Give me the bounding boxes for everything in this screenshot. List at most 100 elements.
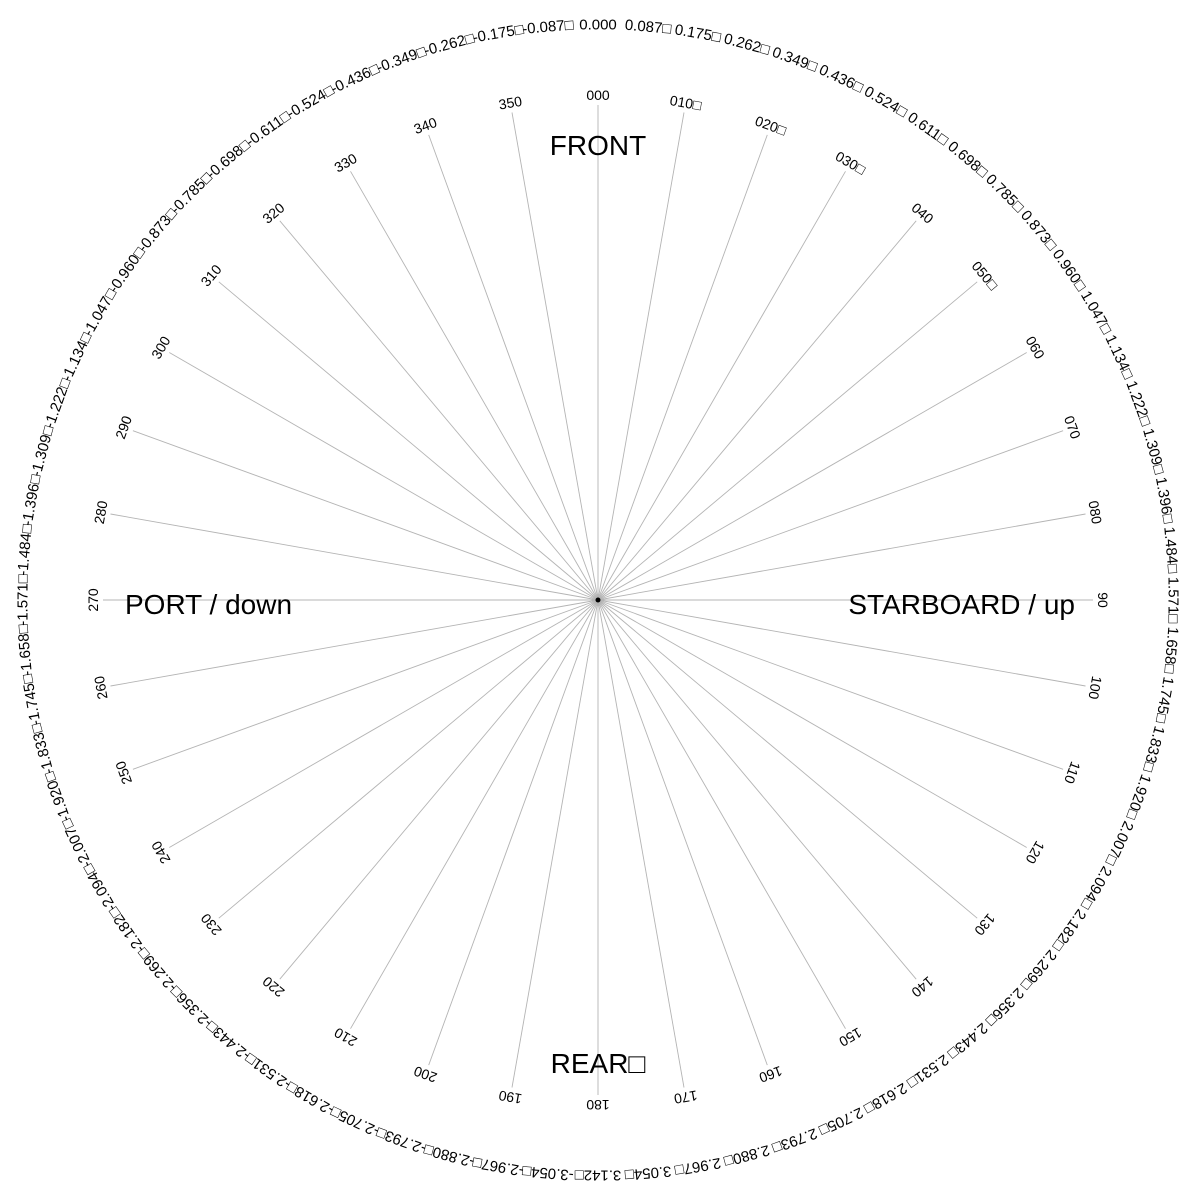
radian-label: 0.873□	[1017, 207, 1060, 254]
bearing-ray	[597, 134, 768, 601]
degree-label: 010□	[669, 92, 704, 113]
degree-label: 220	[259, 973, 287, 1000]
radian-label: 1.484□	[1160, 526, 1181, 574]
degree-label: 210	[331, 1024, 359, 1050]
radian-label: -2.880□	[422, 1141, 476, 1171]
degree-label: 330	[331, 150, 359, 176]
bearing-ray	[597, 599, 685, 1088]
radian-label: -0.960□	[105, 244, 149, 296]
starboard-label: STARBOARD / up	[848, 589, 1075, 620]
degree-label: 160	[757, 1063, 785, 1086]
bearing-ray	[279, 599, 599, 980]
center-point	[595, 597, 601, 603]
degree-label: 080	[1085, 499, 1105, 525]
degree-label: 120	[1022, 838, 1048, 866]
radian-label: 2.531□	[904, 1051, 952, 1092]
bearing-ray	[597, 599, 917, 980]
radian-label: 3.142□	[575, 1167, 622, 1184]
radian-label: 2.094□	[1077, 863, 1115, 912]
radian-label: 3.054□	[624, 1162, 672, 1183]
radian-label: 0.960□	[1049, 246, 1090, 294]
degree-label: 90	[1095, 592, 1111, 608]
degree-label: 060	[1023, 333, 1049, 361]
radian-label: 1.571□	[1165, 577, 1182, 624]
degree-label: 260	[91, 675, 111, 701]
bearing-ray	[110, 599, 599, 687]
radian-label: -0.087□	[521, 16, 574, 37]
degree-label: 200	[411, 1063, 439, 1086]
degree-label: 110	[1061, 759, 1084, 786]
bearing-ray	[597, 352, 1027, 601]
degree-label: 270	[85, 588, 101, 612]
radian-label: -1.134□	[58, 330, 95, 384]
degree-label: 350	[497, 93, 523, 113]
radian-label: 2.618□	[861, 1079, 910, 1117]
bearing-ray	[428, 599, 599, 1066]
bearing-ray	[597, 171, 846, 601]
bearing-ray	[110, 513, 599, 601]
radian-label: -1.396□	[19, 473, 45, 527]
radian-label: -2.793□	[374, 1123, 428, 1157]
radian-label: 0.262□	[722, 30, 771, 58]
bearing-ray	[218, 281, 599, 601]
degree-label: 000	[586, 87, 610, 103]
radian-label: -0.349□	[374, 43, 428, 77]
radian-label: -1.309□	[28, 424, 58, 478]
bearing-ray	[350, 171, 599, 601]
radian-label: -2.967□	[471, 1153, 525, 1179]
bearing-ray	[597, 513, 1086, 601]
radian-label: 0.175□	[673, 21, 722, 46]
radian-label: 1.047□	[1077, 288, 1115, 337]
radian-label: 1.658□	[1160, 626, 1181, 674]
bearing-ray	[511, 112, 599, 601]
bearing-ray	[511, 599, 599, 1088]
radian-label: -1.745□	[19, 673, 45, 727]
radian-label: -1.571□	[15, 574, 32, 626]
bearing-ray	[597, 599, 1086, 687]
radian-label: 0.611□	[904, 109, 951, 149]
degree-label: 050□	[969, 258, 1002, 293]
radian-label: -1.833□	[28, 722, 58, 776]
degree-label: 100	[1085, 675, 1105, 701]
radian-label: 0.698□	[944, 138, 991, 181]
radian-label: 0.087□	[624, 17, 672, 38]
radian-label: -2.269□	[134, 944, 180, 994]
bearing-ray	[597, 430, 1064, 601]
radian-label: 1.309□	[1139, 426, 1167, 475]
degree-label: 150	[836, 1025, 864, 1051]
radian-label: 1.222□	[1122, 378, 1154, 428]
radian-label: -2.182□	[105, 904, 149, 956]
degree-label: 240	[148, 838, 174, 866]
bearing-rays	[103, 105, 1093, 1095]
bearing-ray	[597, 599, 1027, 848]
degree-label: 300	[148, 333, 174, 361]
radian-label: -3.054□	[521, 1162, 574, 1183]
bearing-ray	[428, 134, 599, 601]
radian-label: -1.222□	[41, 376, 75, 430]
bearing-ray	[169, 599, 599, 848]
bearing-ray	[279, 220, 599, 601]
radian-label: -1.047□	[80, 286, 121, 339]
bearing-ray	[597, 599, 768, 1066]
degree-label: 180	[586, 1097, 610, 1113]
radian-label: -1.658□	[14, 624, 35, 677]
bearing-ray	[597, 281, 978, 601]
bearing-ray	[597, 112, 685, 601]
radian-label: 1.134□	[1102, 332, 1137, 381]
degree-label: 070	[1061, 414, 1084, 442]
radian-label: 2.356□	[982, 984, 1027, 1029]
bearing-ray	[597, 599, 1064, 770]
radian-label: 0.436□	[816, 61, 865, 96]
radian-label: 2.269□	[1017, 946, 1060, 993]
radian-label: 2.793□	[770, 1124, 820, 1156]
radian-label: 2.182□	[1049, 906, 1090, 954]
radian-label: 2.967□	[673, 1154, 722, 1179]
degree-label: 130	[971, 911, 998, 939]
radian-label: -2.531□	[242, 1049, 294, 1093]
radian-label: 2.007□	[1102, 818, 1137, 867]
degree-label: 030□	[833, 148, 869, 178]
degree-label: 280	[91, 499, 111, 525]
bearing-ray	[132, 430, 599, 601]
degree-label: 170	[673, 1087, 699, 1107]
